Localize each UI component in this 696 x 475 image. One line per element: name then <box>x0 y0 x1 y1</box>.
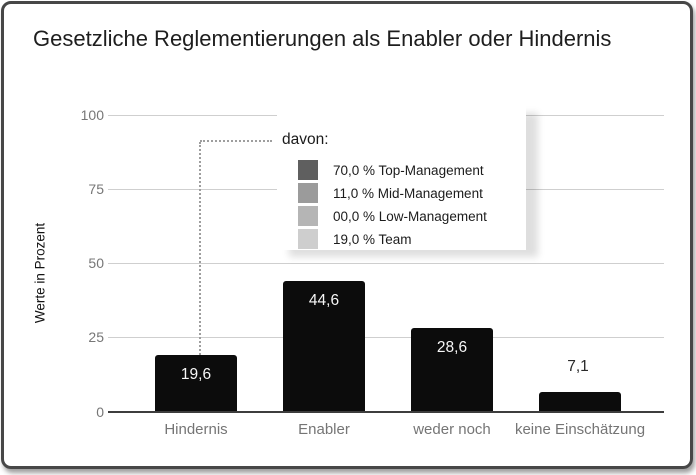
bar-value-enabler: 44,6 <box>308 292 340 309</box>
legend-item-team: 19,0 % Team <box>298 229 487 249</box>
y-tick-50: 50 <box>88 255 104 271</box>
legend-rows: 70,0 % Top-Management 11,0 % Mid-Managem… <box>298 160 487 249</box>
legend-box: davon: 70,0 % Top-Management 11,0 % Mid-… <box>277 106 526 250</box>
legend-label-mid-management: 11,0 % Mid-Management <box>333 185 483 201</box>
legend-swatch-low-management <box>298 206 318 226</box>
legend-label-top-management: 70,0 % Top-Management <box>333 162 484 178</box>
x-label-enabler: Enabler <box>298 421 350 438</box>
y-tick-0: 0 <box>96 404 104 420</box>
x-axis-line <box>108 411 664 413</box>
bar-value-weder-noch: 28,6 <box>436 339 468 356</box>
x-label-keine-einschaetzung: keine Einschätzung <box>514 421 646 438</box>
legend-label-low-management: 00,0 % Low-Management <box>333 208 487 224</box>
y-tick-100: 100 <box>80 107 104 123</box>
legend-connector-vertical <box>199 142 201 355</box>
y-tick-75: 75 <box>88 181 104 197</box>
legend-connector-horizontal <box>200 140 272 142</box>
legend-swatch-top-management <box>298 160 318 180</box>
gridline-50 <box>108 263 664 264</box>
bar-keine-einschaetzung <box>539 392 621 411</box>
x-label-hindernis: Hindernis <box>164 421 228 438</box>
chart-title: Gesetzliche Reglementierungen als Enable… <box>33 26 612 51</box>
legend-swatch-mid-management <box>298 183 318 203</box>
legend-swatch-team <box>298 229 318 249</box>
x-label-weder-noch: weder noch <box>413 421 491 438</box>
bar-value-keine-einschaetzung: 7,1 <box>567 358 589 375</box>
legend-item-low-management: 00,0 % Low-Management <box>298 206 487 226</box>
bar-value-hindernis: 19,6 <box>180 366 212 383</box>
y-tick-25: 25 <box>88 329 104 345</box>
bar-hindernis <box>155 355 237 411</box>
y-axis-title: Werte in Prozent <box>32 222 48 324</box>
legend-item-top-management: 70,0 % Top-Management <box>298 160 487 180</box>
gridline-25 <box>108 337 664 338</box>
bar-enabler <box>283 281 365 411</box>
legend-label-team: 19,0 % Team <box>333 231 412 247</box>
bar-weder-noch <box>411 328 493 411</box>
legend-item-mid-management: 11,0 % Mid-Management <box>298 183 487 203</box>
legend-heading: davon: <box>282 131 329 148</box>
